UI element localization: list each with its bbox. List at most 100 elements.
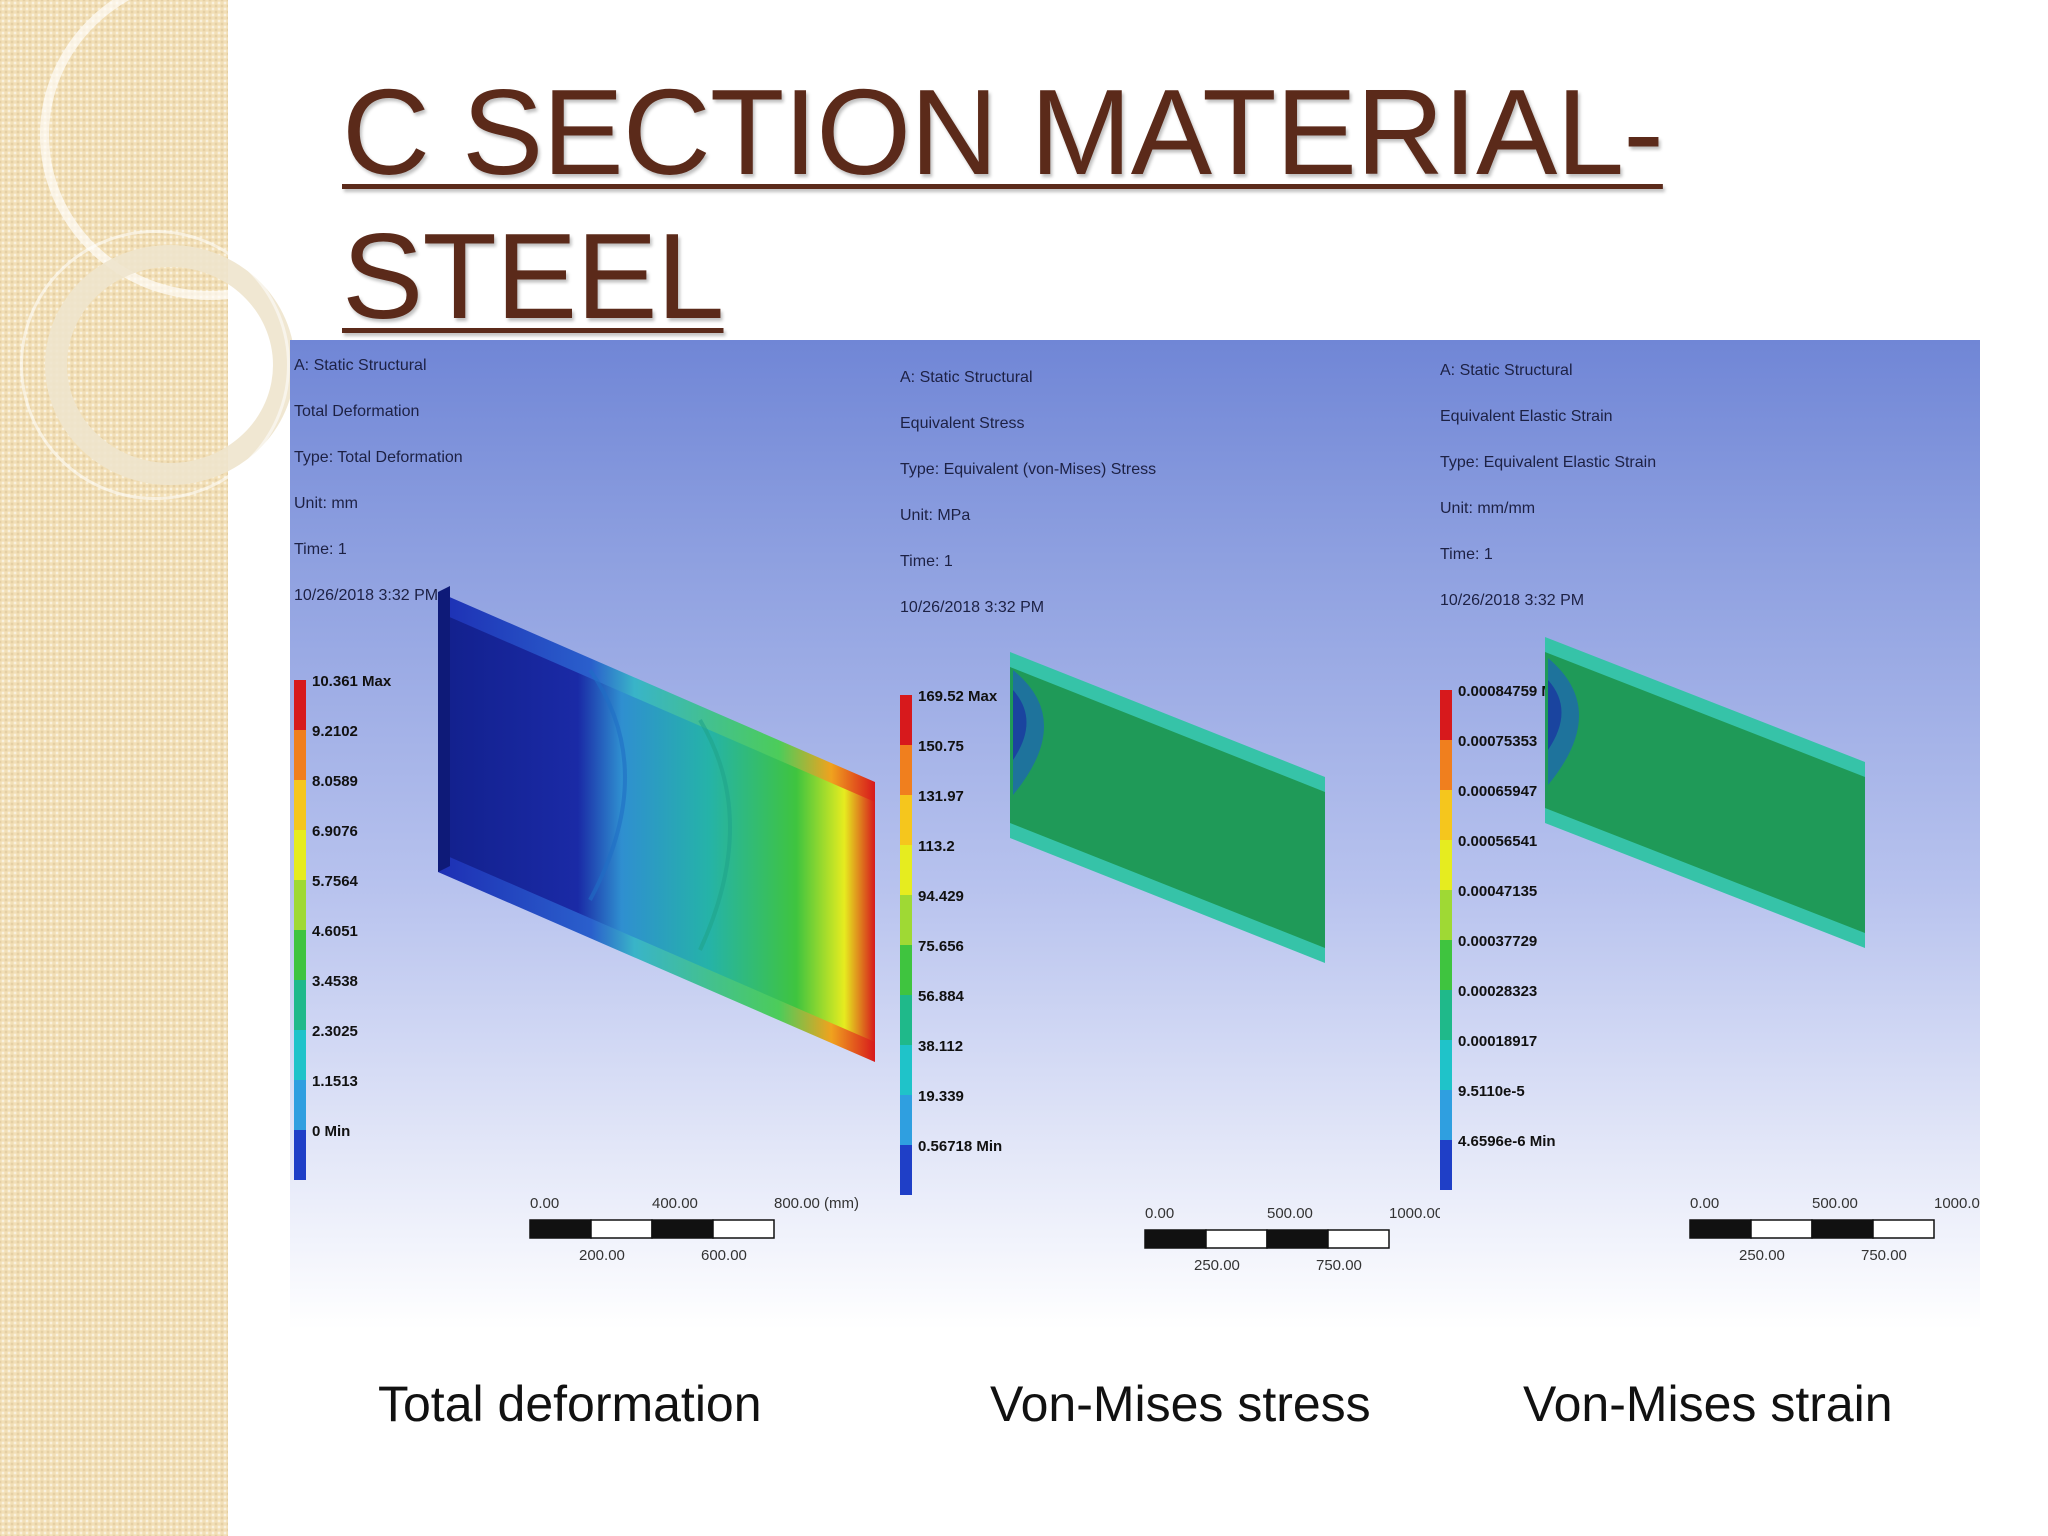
legend-color-band [900, 945, 912, 995]
beam-model [1010, 652, 1325, 963]
legend-label: 38.112 [918, 1038, 963, 1055]
legend-label: 131.97 [918, 788, 964, 805]
scale-bar-segment [590, 1219, 653, 1239]
slide-title: C SECTION MATERIAL- STEEL [342, 64, 1664, 344]
legend-color-band [1440, 1140, 1452, 1190]
scale-label: 0.00 [530, 1195, 559, 1212]
result-meta-line: Type: Total Deformation [294, 449, 463, 466]
legend-label: 3.4538 [312, 973, 358, 990]
legend-color-band [900, 1145, 912, 1195]
scale-label: 750.00 [1316, 1257, 1362, 1274]
legend-color-band [294, 730, 306, 780]
panel-von-mises-strain: A: Static Structural Equivalent Elastic S… [1440, 340, 1980, 1330]
legend-label: 150.75 [918, 738, 964, 755]
scale-label: 800.00 (mm) [774, 1195, 859, 1212]
legend-label: 6.9076 [312, 823, 358, 840]
result-meta-line: Equivalent Stress [900, 415, 1025, 432]
deformation-render: A: Static Structural Total Deformation Typ… [294, 357, 875, 1264]
result-meta-line: A: Static Structural [1440, 362, 1573, 379]
result-meta-line: Time: 1 [294, 541, 347, 558]
scale-label: 200.00 [579, 1247, 625, 1264]
result-meta-line: A: Static Structural [294, 357, 427, 374]
legend-color-band [294, 930, 306, 980]
fea-results-figure: A: Static Structural Total Deformation Typ… [290, 340, 1980, 1330]
scale-label: 1000.00 (mm) [1389, 1205, 1440, 1222]
scale-label: 500.00 [1267, 1205, 1313, 1222]
legend-color-band [1440, 890, 1452, 940]
legend-color-band [294, 780, 306, 830]
scale-label: 250.00 [1739, 1247, 1785, 1264]
scale-bar-segment [1811, 1219, 1874, 1239]
legend-label: 9.5110e-5 [1458, 1083, 1525, 1100]
legend-label: 0.00065947 [1458, 783, 1537, 800]
legend-color-band [294, 830, 306, 880]
scale-bar-segment [651, 1219, 714, 1239]
legend-label: 0.56718 Min [918, 1138, 1002, 1155]
legend-color-band [294, 1030, 306, 1080]
legend-label: 1.1513 [312, 1073, 358, 1090]
legend-label: 0.00018917 [1458, 1033, 1537, 1050]
scale-label: 1000.00 (mm) [1934, 1195, 1980, 1212]
caption-von-mises-strain: Von-Mises strain [1523, 1376, 1893, 1432]
result-meta-line: 10/26/2018 3:32 PM [1440, 592, 1584, 609]
legend-color-band [1440, 940, 1452, 990]
caption-von-mises-stress: Von-Mises stress [990, 1376, 1371, 1432]
legend-color-band [294, 980, 306, 1030]
legend-label: 4.6596e-6 Min [1458, 1133, 1556, 1150]
result-meta-line: Equivalent Elastic Strain [1440, 408, 1613, 425]
legend-color-band [900, 795, 912, 845]
legend-label: 0.00037729 [1458, 933, 1537, 950]
scale-bar-segment [1689, 1219, 1752, 1239]
legend-label: 0.00047135 [1458, 883, 1537, 900]
legend-label: 19.339 [918, 1088, 964, 1105]
panel-von-mises-stress: A: Static Structural Equivalent Stress Typ… [900, 340, 1440, 1330]
result-meta-line: Unit: mm [294, 495, 358, 512]
scale-label: 250.00 [1194, 1257, 1240, 1274]
result-meta-line: A: Static Structural [900, 369, 1033, 386]
legend-color-band [294, 1080, 306, 1130]
scale-bar-segment [529, 1219, 592, 1239]
legend-label: 9.2102 [312, 723, 358, 740]
panel-total-deformation: A: Static Structural Total Deformation Typ… [290, 340, 900, 1330]
result-meta-line: Type: Equivalent Elastic Strain [1440, 454, 1656, 471]
legend-color-band [1440, 740, 1452, 790]
scale-bar-segment [1327, 1229, 1390, 1249]
stress-render: A: Static Structural Equivalent Stress Typ… [900, 369, 1440, 1274]
scale-bar-segment [1144, 1229, 1207, 1249]
legend-label: 56.884 [918, 988, 965, 1005]
caption-total-deformation: Total deformation [378, 1376, 762, 1432]
scale-label: 750.00 [1861, 1247, 1907, 1264]
legend-color-band [900, 745, 912, 795]
strain-render: A: Static Structural Equivalent Elastic S… [1440, 362, 1980, 1264]
legend-label: 0.00028323 [1458, 983, 1537, 1000]
scale-bar-segment [1205, 1229, 1268, 1249]
legend-color-band [294, 680, 306, 730]
scale-bar-segment [1872, 1219, 1935, 1239]
legend-label: 0.00075353 [1458, 733, 1537, 750]
legend-label: 10.361 Max [312, 673, 392, 690]
legend-color-band [900, 1045, 912, 1095]
legend-label: 113.2 [918, 838, 955, 855]
legend-label: 94.429 [918, 888, 964, 905]
legend-label: 8.0589 [312, 773, 358, 790]
result-meta-line: Time: 1 [1440, 546, 1493, 563]
decorative-ring [20, 230, 290, 500]
scale-label: 0.00 [1145, 1205, 1174, 1222]
beam-model [1545, 637, 1865, 948]
decorative-side-band [0, 0, 380, 1536]
scale-label: 400.00 [652, 1195, 698, 1212]
legend-color-band [1440, 840, 1452, 890]
legend-color-band [294, 880, 306, 930]
result-meta-line: Type: Equivalent (von-Mises) Stress [900, 461, 1156, 478]
result-meta-line: 10/26/2018 3:32 PM [900, 599, 1044, 616]
result-meta-line: Unit: mm/mm [1440, 500, 1535, 517]
legend-label: 2.3025 [312, 1023, 358, 1040]
legend-label: 169.52 Max [918, 688, 998, 705]
legend-color-band [900, 1095, 912, 1145]
legend-color-band [294, 1130, 306, 1180]
legend-label: 5.7564 [312, 873, 359, 890]
scale-bar-segment [1750, 1219, 1813, 1239]
legend-label: 0.00056541 [1458, 833, 1537, 850]
legend-label: 4.6051 [312, 923, 358, 940]
legend-label: 75.656 [918, 938, 964, 955]
